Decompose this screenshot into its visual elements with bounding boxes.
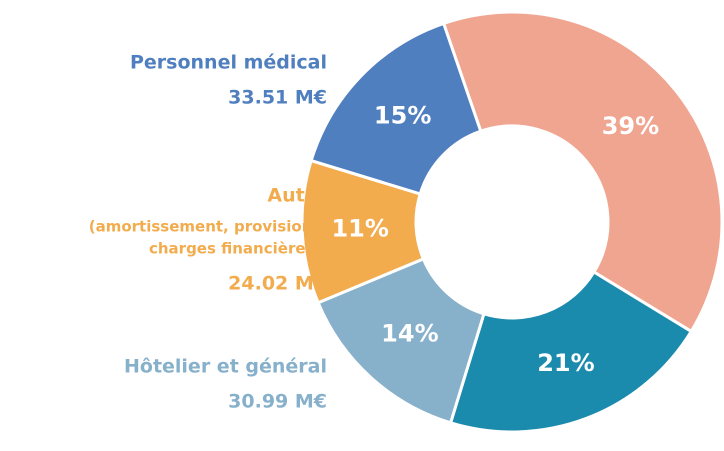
category-label: Personnel médical [130, 52, 327, 74]
category-detail: charges financières.) [149, 240, 327, 258]
value-label: 15% [374, 101, 431, 129]
value-label: 21% [537, 349, 594, 377]
donut-segment [448, 269, 694, 434]
category-detail: (amortissement, provisions, [89, 218, 327, 236]
value-label: 11% [331, 214, 388, 242]
value-label: 14% [381, 320, 438, 348]
amount-label: 24.02 M€ [228, 273, 327, 295]
donut-segment [441, 10, 724, 334]
amount-label: 33.51 M€ [228, 87, 327, 109]
value-label: 39% [602, 112, 659, 140]
amount-label: 30.99 M€ [228, 391, 327, 413]
donut-segment [316, 256, 486, 425]
donut-segment [309, 21, 483, 196]
category-label: Hôtelier et général [124, 356, 327, 378]
category-label: Autre [267, 185, 327, 207]
